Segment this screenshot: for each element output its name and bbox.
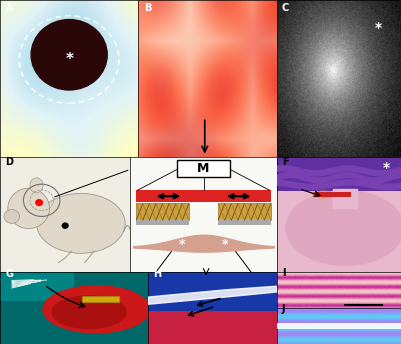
Ellipse shape (31, 20, 107, 90)
Ellipse shape (52, 296, 126, 329)
Polygon shape (148, 286, 277, 304)
Circle shape (62, 223, 68, 228)
Ellipse shape (313, 191, 335, 198)
Ellipse shape (30, 178, 43, 193)
Bar (277, 157, 401, 191)
Ellipse shape (286, 191, 401, 266)
Text: C: C (282, 3, 289, 13)
Bar (136, 204, 189, 221)
Text: *: * (383, 161, 390, 175)
Bar (0, 272, 74, 301)
Bar (218, 219, 271, 225)
Text: H: H (154, 269, 162, 279)
FancyBboxPatch shape (177, 160, 230, 177)
Text: A: A (6, 3, 13, 13)
Ellipse shape (4, 209, 20, 223)
Ellipse shape (43, 286, 150, 333)
Text: B: B (144, 3, 151, 13)
Bar (148, 272, 277, 312)
Circle shape (36, 200, 43, 205)
Text: D: D (5, 157, 13, 166)
Text: I: I (282, 268, 285, 278)
Bar (148, 312, 277, 344)
Bar (136, 190, 271, 202)
Text: *: * (178, 238, 185, 251)
Text: *: * (65, 52, 73, 67)
Bar (82, 296, 119, 302)
Bar (277, 323, 401, 329)
Bar (218, 204, 271, 221)
Text: G: G (6, 269, 14, 279)
Bar (136, 219, 189, 225)
Ellipse shape (36, 193, 125, 253)
Text: F: F (282, 157, 288, 166)
Text: J: J (282, 304, 285, 314)
Text: *: * (375, 21, 382, 35)
Text: *: * (222, 238, 229, 251)
Bar (314, 192, 351, 197)
Ellipse shape (8, 188, 50, 228)
Text: M: M (197, 162, 210, 175)
